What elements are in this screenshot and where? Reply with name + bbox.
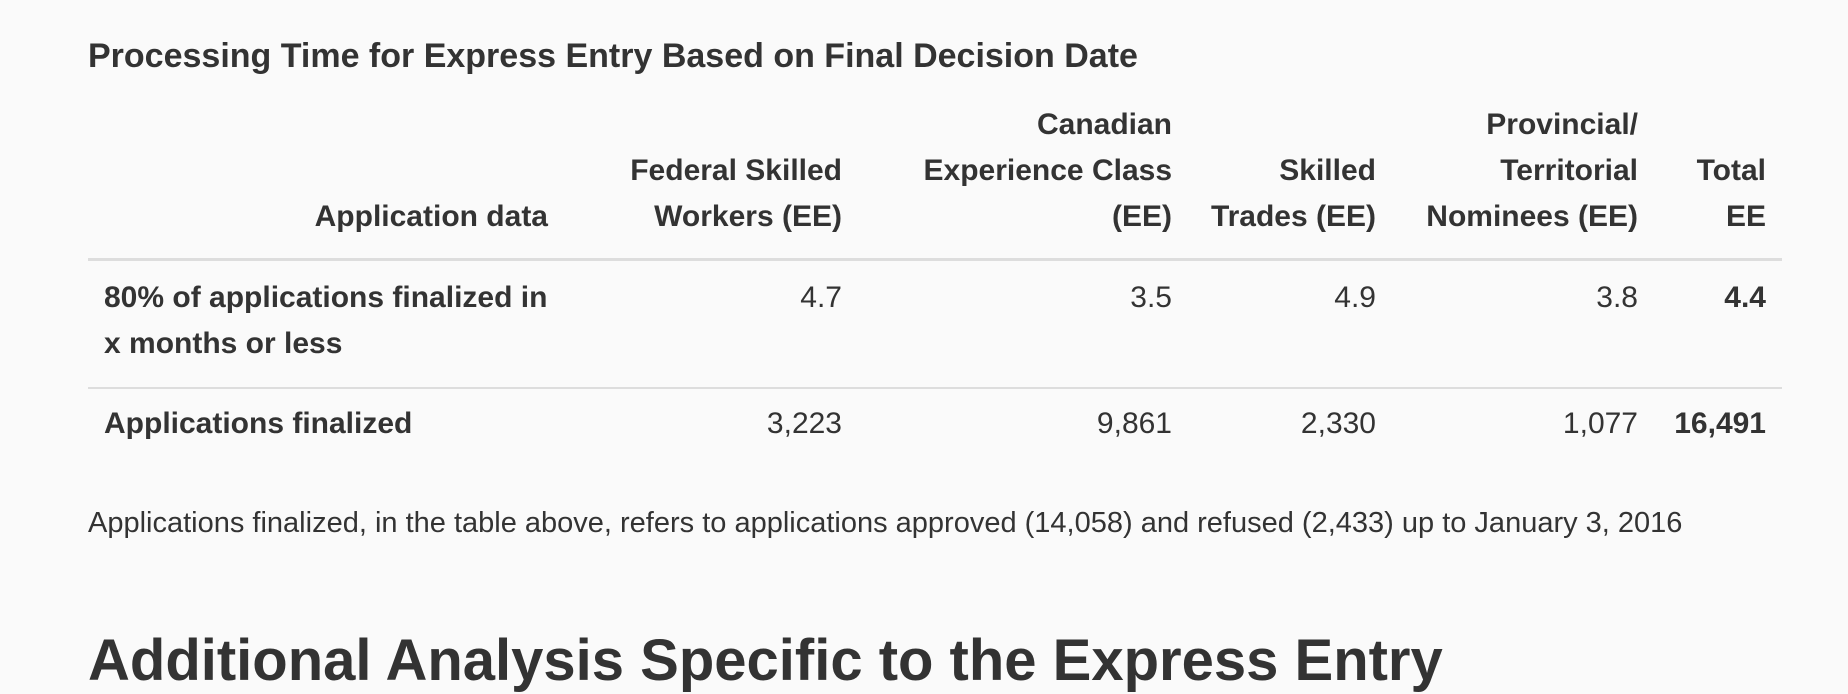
column-header-skilled-trades: Skilled Trades (EE): [1188, 102, 1392, 261]
table-caption: Processing Time for Express Entry Based …: [88, 37, 1138, 75]
table-cell: 2,330: [1300, 407, 1376, 440]
column-header-total-ee: Total EE: [1654, 102, 1782, 261]
main-content: Processing Time for Express Entry Based …: [88, 0, 1782, 543]
table-cell: 3.8: [1392, 259, 1654, 389]
table-cell: 3,223: [766, 407, 842, 440]
table-cell: 4.9: [1188, 259, 1392, 389]
section-heading: Additional Analysis Specific to the Expr…: [88, 628, 1443, 693]
header-row: Application data Federal Skilled Workers…: [88, 102, 1782, 261]
column-header-application-data: Application data: [88, 102, 564, 261]
table-cell: 3.5: [858, 259, 1188, 389]
table-cell: 9,861: [1096, 407, 1172, 440]
row-label: Applications finalized: [104, 407, 413, 440]
table-cell-total: 4.4: [1654, 259, 1782, 389]
table-cell: 1,077: [1562, 407, 1638, 440]
column-header-canadian-experience-class: Canadian Experience Class (EE): [858, 102, 1188, 261]
table-row: 80% of applications finalized in x month…: [88, 259, 1782, 389]
table-footnote: Applications finalized, in the table abo…: [88, 507, 1683, 539]
table-cell-total: 16,491: [1674, 407, 1766, 440]
processing-time-table: Application data Federal Skilled Workers…: [88, 102, 1782, 459]
row-label: 80% of applications finalized in x month…: [88, 259, 564, 389]
column-header-provincial-territorial-nominees: Provincial/ Territorial Nominees (EE): [1392, 102, 1654, 261]
table-cell: 4.7: [564, 259, 858, 389]
table-row: Applications finalized 3,223 9,861 2,330…: [88, 388, 1782, 459]
column-header-federal-skilled-workers: Federal Skilled Workers (EE): [564, 102, 858, 261]
